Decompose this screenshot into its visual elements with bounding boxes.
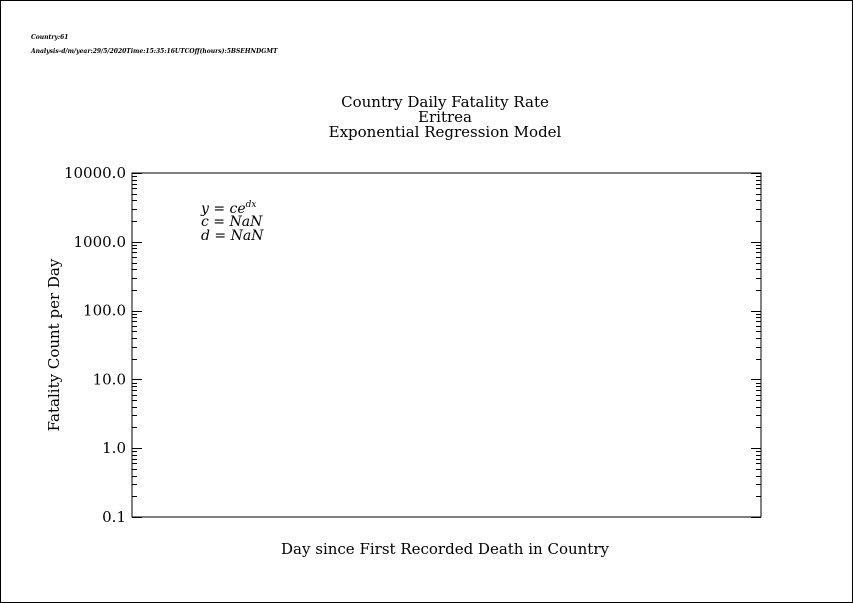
y-tick-label: 1.0 bbox=[102, 439, 126, 457]
y-tick-label: 10000.0 bbox=[64, 164, 126, 182]
header-country: Country:61 bbox=[31, 34, 69, 41]
y-tick-label: 100.0 bbox=[83, 302, 126, 320]
y-tick-label: 10.0 bbox=[93, 370, 126, 388]
plot-area bbox=[131, 172, 762, 518]
chart-title-line-1: Country Daily Fatality Rate bbox=[341, 93, 549, 111]
equation-c: c = NaN bbox=[201, 214, 263, 230]
y-tick-label: 0.1 bbox=[102, 508, 126, 526]
x-axis-label: Day since First Recorded Death in Countr… bbox=[281, 540, 609, 558]
header-analysis: Analysis-d/m/year:29/5/2020Time:15:35:16… bbox=[30, 48, 278, 55]
y-axis-ticks bbox=[132, 173, 761, 518]
y-axis-tick-labels: 10000.0 1000.0 100.0 10.0 1.0 0.1 bbox=[64, 164, 126, 526]
y-axis-label: Fatality Count per Day bbox=[45, 258, 63, 431]
equation-model-base: y = ce bbox=[200, 201, 246, 217]
equation-model: y = cedx bbox=[200, 200, 257, 217]
equation-model-exponent: dx bbox=[246, 200, 257, 210]
y-tick-label: 1000.0 bbox=[74, 233, 127, 251]
equation-d: d = NaN bbox=[201, 228, 264, 244]
chart-title-line-2: Eritrea bbox=[418, 108, 472, 126]
chart-title-line-3: Exponential Regression Model bbox=[329, 123, 562, 141]
